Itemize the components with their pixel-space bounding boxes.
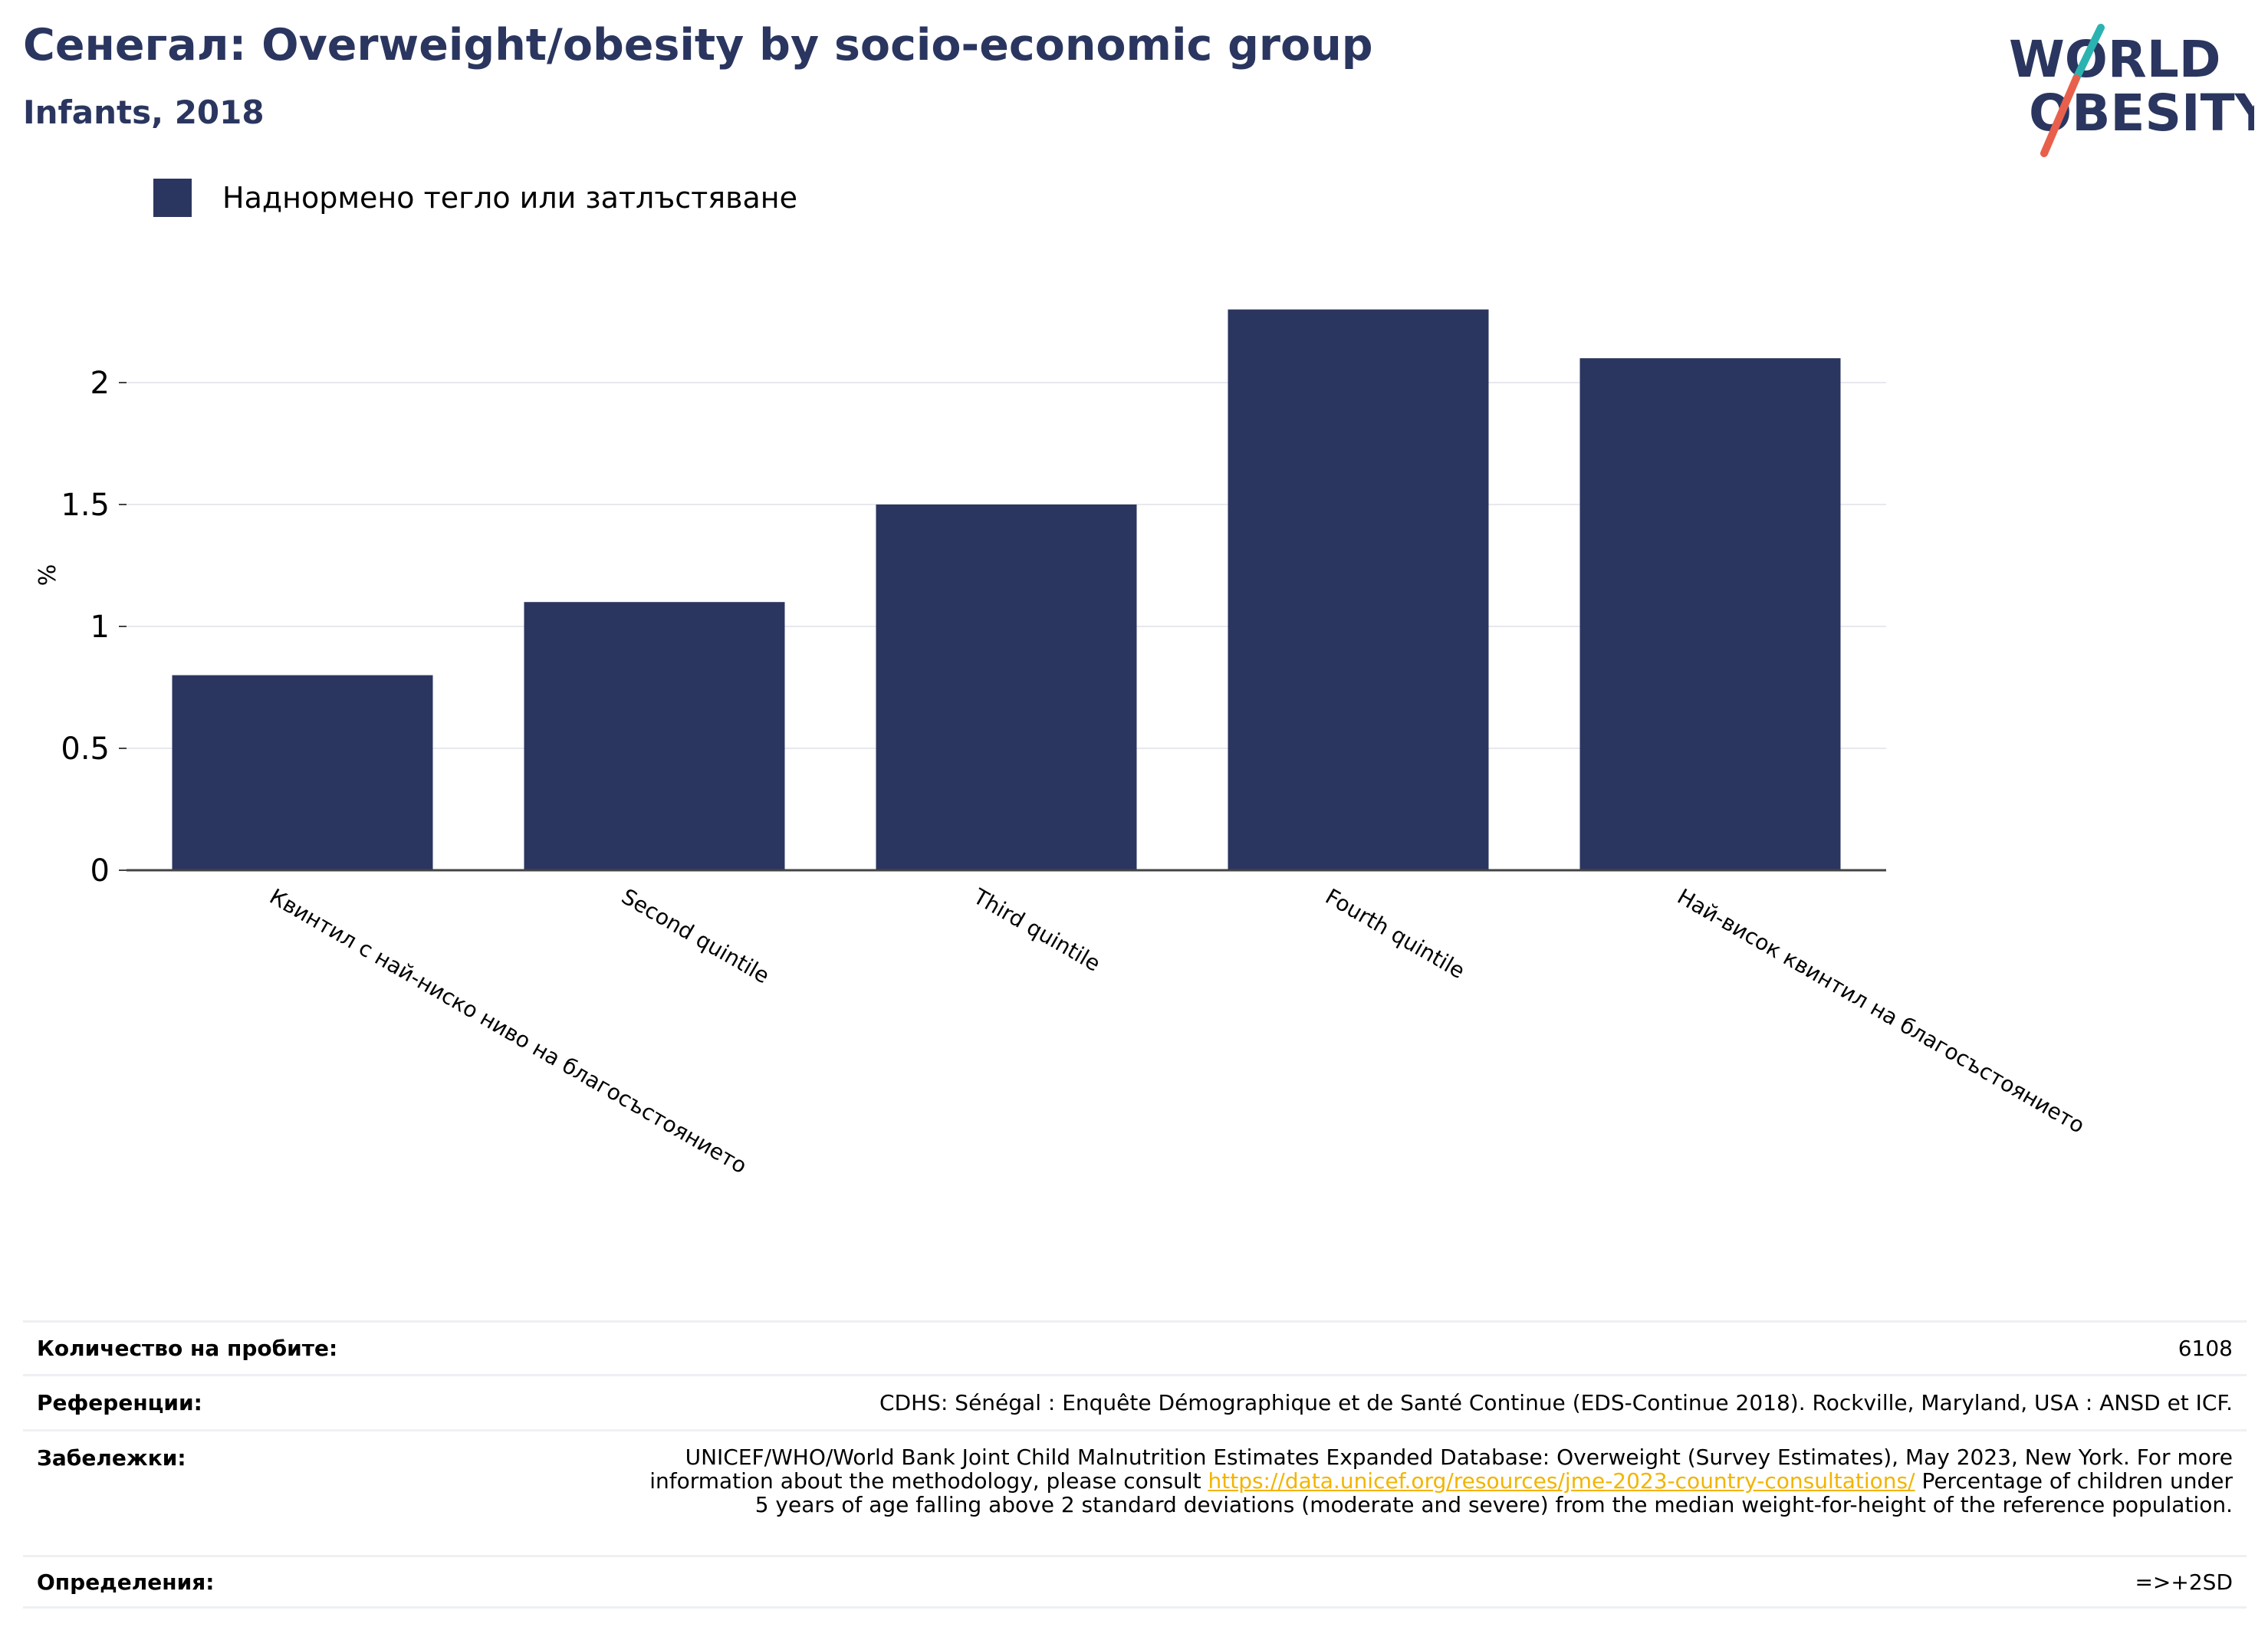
notes-text-after: Percentage of children under 5 years of … xyxy=(754,1468,2233,1517)
chart-subtitle: Infants, 2018 xyxy=(23,94,265,131)
sample-label: Количество на пробите: xyxy=(37,1336,338,1361)
notes-label: Забележки: xyxy=(37,1445,186,1471)
info-table: Количество на пробите: 6108 Референции: … xyxy=(23,1320,2247,1609)
bar xyxy=(524,602,785,870)
y-tick-label: 1.5 xyxy=(61,488,110,523)
definitions-row: Определения: =>+2SD xyxy=(23,1555,2247,1609)
legend-label: Наднормено тегло или затлъстяване xyxy=(222,181,797,215)
definitions-label: Определения: xyxy=(37,1569,215,1595)
sample-value: 6108 xyxy=(2178,1336,2233,1361)
world-obesity-logo: WORLD OBESITY xyxy=(2009,24,2254,157)
y-tick-label: 2 xyxy=(90,366,110,401)
legend: Наднормено тегло или затлъстяване xyxy=(153,178,797,218)
references-value: CDHS: Sénégal : Enquête Démographique et… xyxy=(879,1390,2233,1415)
logo-slash-top xyxy=(2072,24,2105,82)
chart-title: Сенегал: Overweight/obesity by socio-eco… xyxy=(23,20,1373,71)
bar xyxy=(1228,309,1489,871)
definitions-value: =>+2SD xyxy=(2135,1569,2233,1595)
x-axis-labels: Квинтил с най-ниско ниво на благосъстоян… xyxy=(265,883,2089,1178)
y-axis-ticks: 0 0.5 1 1.5 2 xyxy=(61,366,127,889)
y-tick-label: 0.5 xyxy=(61,731,110,767)
x-tick-label: Second quintile xyxy=(617,883,774,988)
bar-chart: 0 0.5 1 1.5 2 Квинтил с най-ниско ниво на бл… xyxy=(35,309,2089,1178)
x-tick-label: Third quintile xyxy=(968,883,1105,977)
logo-slash-bottom xyxy=(2040,74,2080,157)
references-label: Референции: xyxy=(37,1390,202,1415)
x-tick-label: Fourth quintile xyxy=(1321,883,1469,984)
bar xyxy=(1579,358,1841,870)
y-tick-label: 1 xyxy=(90,610,110,645)
bars xyxy=(172,309,1841,871)
legend-swatch xyxy=(153,179,192,217)
bar xyxy=(172,675,433,870)
notes-value: UNICEF/WHO/World Bank Joint Child Malnut… xyxy=(638,1445,2233,1517)
notes-text-before: UNICEF/WHO/World Bank Joint Child Malnut… xyxy=(649,1445,2233,1494)
y-axis-label: % xyxy=(35,564,61,587)
y-tick-label: 0 xyxy=(90,853,110,889)
notes-link[interactable]: https://data.unicef.org/resources/jme-20… xyxy=(1208,1468,1915,1494)
x-tick-label: Най-висок квинтил на благосъстоянието xyxy=(1673,883,2089,1138)
logo-word-world: WORLD xyxy=(2009,30,2221,89)
references-row: Референции: CDHS: Sénégal : Enquête Démo… xyxy=(23,1374,2247,1429)
sample-row: Количество на пробите: 6108 xyxy=(23,1320,2247,1374)
notes-row: Забележки: UNICEF/WHO/World Bank Joint C… xyxy=(23,1429,2247,1555)
bar xyxy=(876,505,1137,870)
